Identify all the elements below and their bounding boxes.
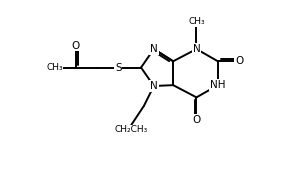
Text: NH: NH [210,80,226,90]
Text: O: O [72,41,80,51]
Text: O: O [192,115,201,125]
Text: N: N [150,44,158,54]
Text: N: N [150,81,158,91]
Text: O: O [235,56,243,66]
Text: CH₃: CH₃ [46,63,63,72]
Text: CH₂CH₃: CH₂CH₃ [114,125,148,134]
Text: CH₃: CH₃ [188,17,205,26]
Text: S: S [115,62,122,73]
Text: N: N [193,44,200,54]
